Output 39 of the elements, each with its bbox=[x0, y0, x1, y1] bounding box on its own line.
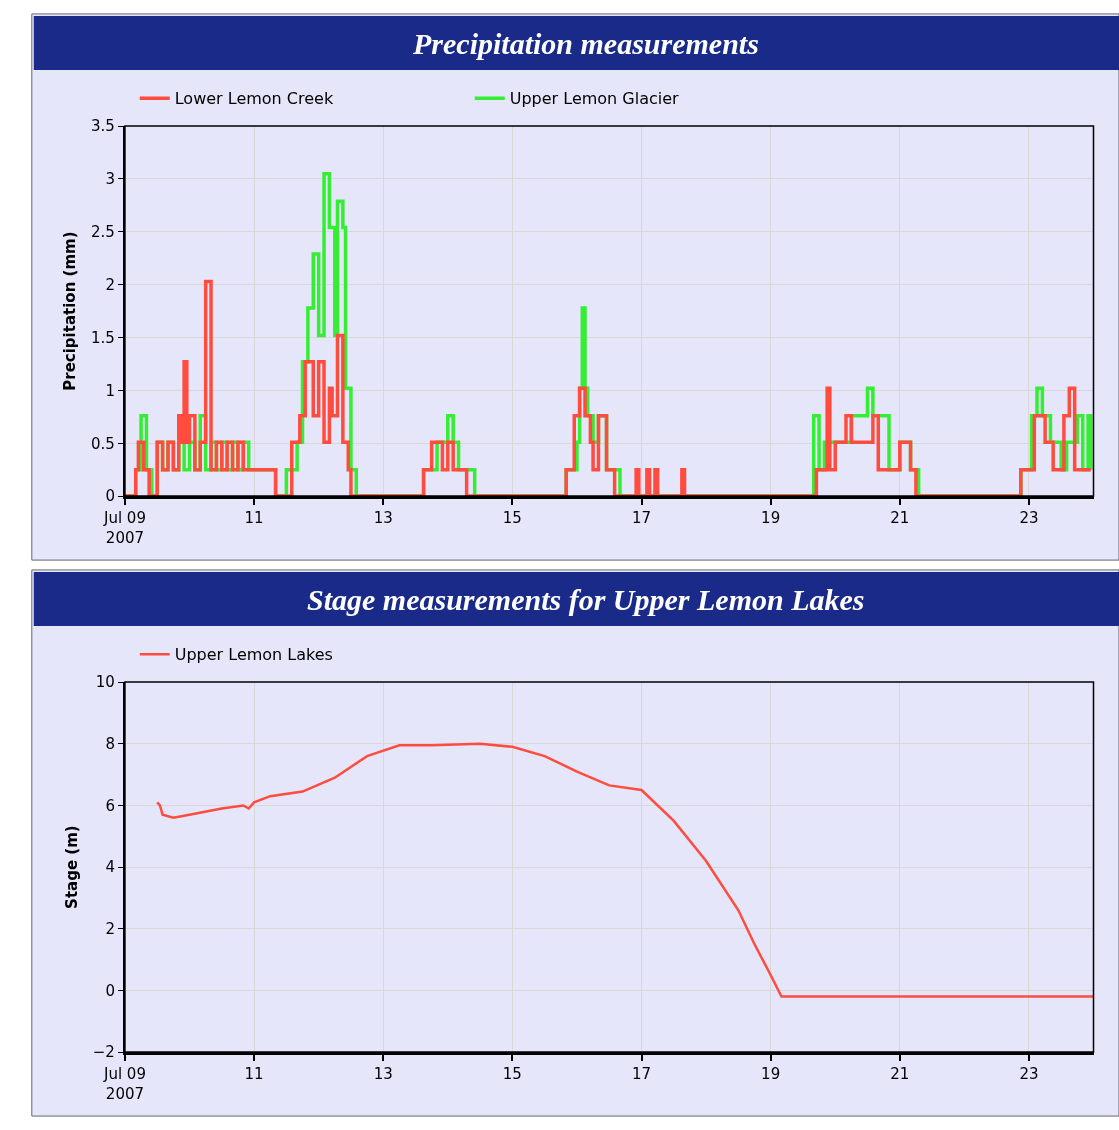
y-axis-title: Stage (m) bbox=[62, 825, 81, 909]
y-tick-label: −2 bbox=[92, 1043, 115, 1062]
legend-label: Upper Lemon Lakes bbox=[174, 645, 333, 665]
y-tick-label: 2 bbox=[105, 920, 115, 939]
x-tick-label: 19 bbox=[761, 509, 781, 528]
y-tick-label: 4 bbox=[105, 858, 115, 877]
y-tick-label: 1.5 bbox=[91, 328, 115, 347]
y-axis-title: Precipitation (mm) bbox=[60, 231, 79, 391]
y-tick-label: 8 bbox=[105, 735, 115, 754]
y-tick-label: 3.5 bbox=[91, 117, 115, 136]
x-tick-label: 23 bbox=[1019, 1065, 1039, 1084]
x-tick-label: Jul 09 2007 bbox=[102, 509, 146, 547]
y-tick-label: 3 bbox=[105, 170, 115, 189]
x-tick-label: 13 bbox=[373, 1065, 393, 1084]
legend-label: Lower Lemon Creek bbox=[174, 89, 334, 109]
y-tick-label: 6 bbox=[105, 796, 115, 815]
chart-title: Precipitation measurements bbox=[412, 27, 759, 60]
y-tick-label: 10 bbox=[95, 673, 115, 692]
x-tick-label: 17 bbox=[631, 509, 652, 528]
y-tick-label: 2 bbox=[105, 275, 115, 294]
x-tick-label: 19 bbox=[761, 1065, 781, 1084]
y-tick-label: 0 bbox=[105, 487, 115, 506]
x-tick-label: 21 bbox=[890, 509, 910, 528]
y-tick-label: 2.5 bbox=[91, 223, 115, 242]
y-tick-label: 1 bbox=[105, 381, 115, 400]
x-tick-label: 11 bbox=[244, 509, 264, 528]
line-series bbox=[155, 742, 1094, 998]
x-tick-label: 15 bbox=[502, 1065, 522, 1084]
x-tick-label: 13 bbox=[373, 509, 393, 528]
y-tick-label: 0 bbox=[105, 981, 115, 1000]
x-tick-label: 23 bbox=[1019, 509, 1039, 528]
y-tick-label: 0.5 bbox=[91, 434, 115, 453]
x-tick-label: 15 bbox=[502, 509, 522, 528]
x-tick-label: 17 bbox=[631, 1065, 652, 1084]
x-tick-label: 11 bbox=[244, 1065, 264, 1084]
x-tick-label: 21 bbox=[890, 1065, 910, 1084]
chart-title: Stage measurements for Upper Lemon Lakes bbox=[307, 583, 865, 616]
x-tick-label: Jul 09 2007 bbox=[102, 1065, 146, 1103]
legend-label: Upper Lemon Glacier bbox=[509, 89, 680, 109]
